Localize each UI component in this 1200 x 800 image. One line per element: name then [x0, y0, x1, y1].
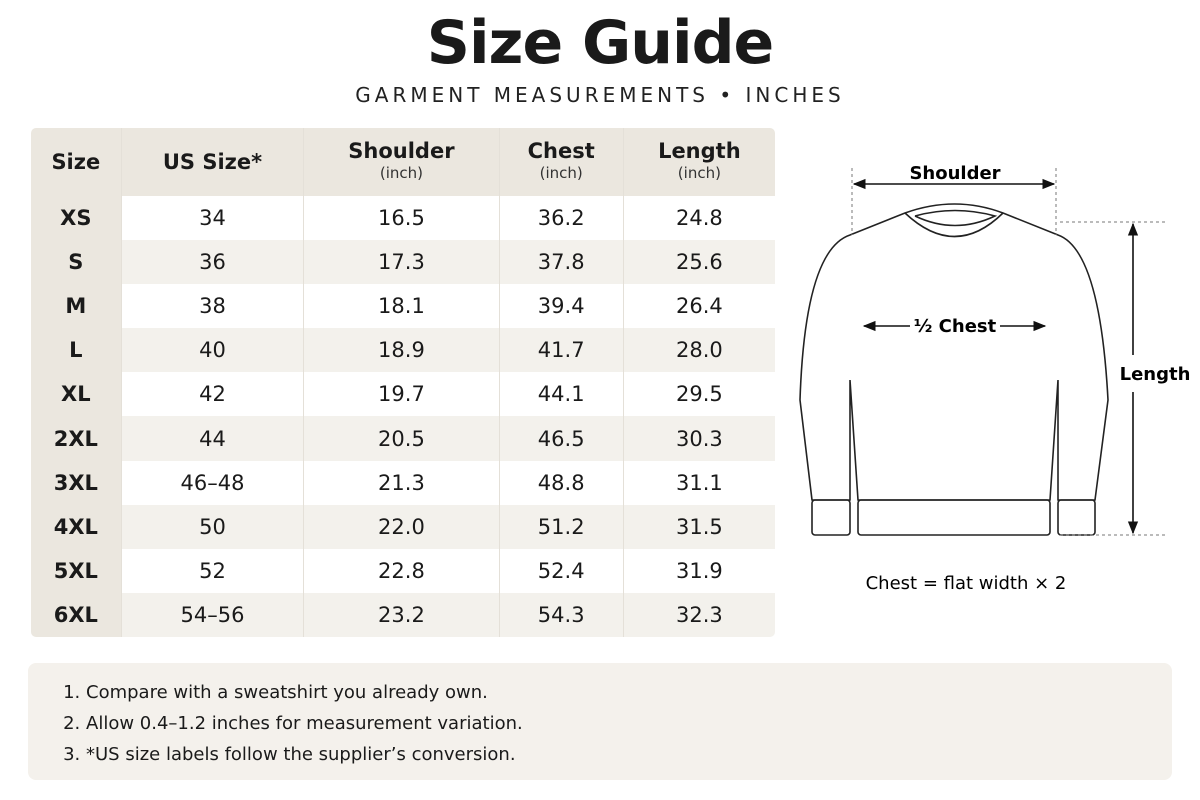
table-cell: 22.8: [303, 549, 500, 594]
table-cell: 3XL: [31, 460, 122, 505]
table-cell: M: [31, 283, 122, 329]
shoulder-label: Shoulder: [909, 163, 1000, 184]
column-header: Shoulder (inch): [303, 127, 500, 196]
table-cell: 46.5: [499, 416, 624, 461]
note-item: Allow 0.4–1.2 inches for measurement var…: [86, 708, 1172, 739]
table-cell: 18.1: [303, 283, 500, 329]
chest-note: Chest = flat width × 2: [866, 573, 1067, 594]
table-cell: 48.8: [499, 460, 624, 505]
column-header: Chest (inch): [499, 127, 624, 196]
notes-box: Compare with a sweatshirt you already ow…: [28, 663, 1172, 780]
table-cell: L: [31, 328, 122, 373]
table-cell: 52.4: [499, 549, 624, 594]
table-cell: 39.4: [499, 283, 624, 329]
table-cell: 52: [121, 549, 305, 594]
table-cell: 5XL: [31, 549, 122, 594]
table-row: 3XL 46–48 21.3 48.8 31.1: [31, 460, 775, 505]
table-cell: 16.5: [303, 195, 500, 240]
size-table: Size US Size* Shoulder (inch) Chest (inch) Len…: [30, 127, 776, 638]
subtitle: GARMENT MEASUREMENTS • INCHES: [355, 83, 845, 107]
notes-list: Compare with a sweatshirt you already ow…: [58, 677, 1172, 770]
table-cell: 4XL: [31, 504, 122, 549]
table-cell: 17.3: [303, 239, 500, 284]
table-cell: 54.3: [499, 593, 624, 637]
table-cell: 31.1: [623, 460, 775, 505]
table-cell: S: [31, 239, 122, 284]
table-cell: 37.8: [499, 239, 624, 284]
table-cell: 26.4: [623, 283, 775, 329]
table-row: 5XL 52 22.8 52.4 31.9: [31, 549, 775, 594]
table-cell: 23.2: [303, 593, 500, 637]
table-row: M 38 18.1 39.4 26.4: [31, 283, 775, 329]
table-row: 4XL 50 22.0 51.2 31.5: [31, 504, 775, 549]
table-cell: 25.6: [623, 239, 775, 284]
table-cell: 30.3: [623, 416, 775, 461]
table-row: XL 42 19.7 44.1 29.5: [31, 372, 775, 417]
table-cell: 34: [121, 195, 305, 240]
table-cell: 28.0: [623, 328, 775, 373]
column-name: Chest: [527, 138, 595, 163]
sweatshirt: [799, 203, 1109, 536]
table-row: 6XL 54–56 23.2 54.3 32.3: [31, 593, 775, 637]
table-cell: 31.9: [623, 549, 775, 594]
table-cell: XL: [31, 372, 122, 417]
table-cell: 2XL: [31, 416, 122, 461]
table-row: L 40 18.9 41.7 28.0: [31, 328, 775, 373]
column-header: US Size*: [121, 127, 305, 196]
half-chest-label: ½ Chest: [914, 316, 997, 337]
table-row: 2XL 44 20.5 46.5 30.3: [31, 416, 775, 461]
table-cell: 36: [121, 239, 305, 284]
table-cell: 18.9: [303, 328, 500, 373]
table-cell: 32.3: [623, 593, 775, 637]
column-unit: (inch): [677, 163, 721, 182]
note-item: *US size labels follow the supplier’s co…: [86, 739, 1172, 770]
header-row: Size US Size* Shoulder (inch) Chest (inch) Len…: [31, 127, 775, 196]
column-header: Size: [31, 127, 122, 196]
table-body: XS 34 16.5 36.2 24.8 S 36 17.3 37.8 25.6 M 38 18.1 39…: [31, 195, 775, 637]
table-cell: 29.5: [623, 372, 775, 417]
column-name: Size: [51, 149, 101, 174]
table-cell: 46–48: [121, 460, 305, 505]
table-cell: 38: [121, 283, 305, 329]
table-cell: 54–56: [121, 593, 305, 637]
table-cell: 40: [121, 328, 305, 373]
table-cell: 31.5: [623, 504, 775, 549]
table-cell: 24.8: [623, 195, 775, 240]
table-cell: 36.2: [499, 195, 624, 240]
table-cell: 6XL: [31, 593, 122, 637]
table-cell: 44.1: [499, 372, 624, 417]
table-cell: 50: [121, 504, 305, 549]
table-row: S 36 17.3 37.8 25.6: [31, 239, 775, 284]
table-cell: 44: [121, 416, 305, 461]
table-cell: 22.0: [303, 504, 500, 549]
table-cell: 42: [121, 372, 305, 417]
table-cell: XS: [31, 195, 122, 240]
table-cell: 19.7: [303, 372, 500, 417]
column-name: Length: [658, 138, 741, 163]
arrows: [852, 178, 1139, 535]
length-label: Length: [1120, 364, 1191, 385]
note-item: Compare with a sweatshirt you already ow…: [86, 677, 1172, 708]
column-name: Shoulder: [348, 138, 455, 163]
table-cell: 21.3: [303, 460, 500, 505]
column-name: US Size*: [162, 149, 263, 174]
table-cell: 41.7: [499, 328, 624, 373]
column-unit: (inch): [379, 163, 423, 182]
column-unit: (inch): [539, 163, 583, 182]
table-row: XS 34 16.5 36.2 24.8: [31, 195, 775, 240]
table-cell: 51.2: [499, 504, 624, 549]
guide-lines: [851, 168, 1165, 536]
column-header: Length (inch): [623, 127, 775, 196]
table-cell: 20.5: [303, 416, 500, 461]
title: Size Guide: [426, 8, 774, 78]
